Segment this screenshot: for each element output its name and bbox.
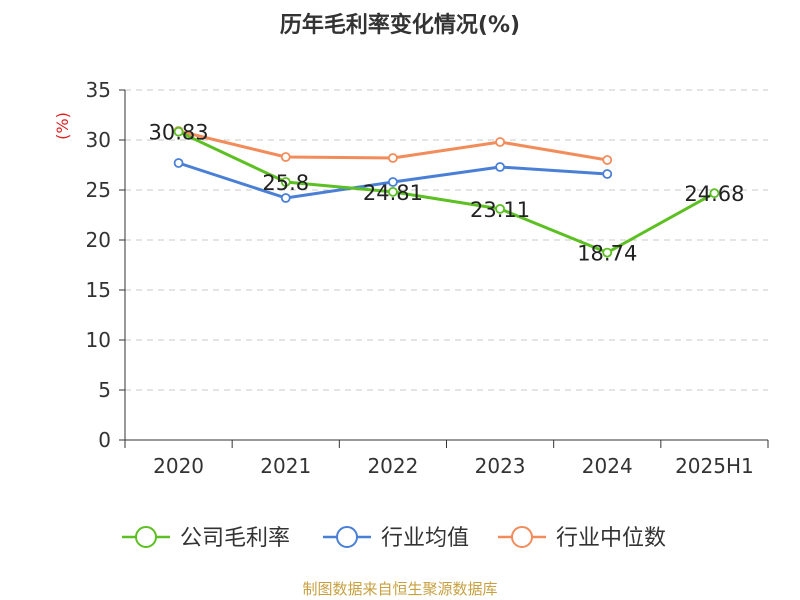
legend: 公司毛利率 行业均值 行业中位数 [122,526,666,551]
x-tick-label: 2021 [260,454,311,478]
data-label: 18.74 [577,242,637,266]
legend-swatch-marker [336,526,358,548]
data-point [495,162,505,172]
data-label: 25.8 [262,171,309,195]
legend-swatch-marker [511,526,533,548]
chart-title: 历年毛利率变化情况(%) [280,12,520,38]
axes: 0 5 10 15 20 25 30 35 2020 2021 2022 2023 2024 2025H1 [86,78,769,478]
x-tick-label: 2022 [367,454,418,478]
y-tick-label: 0 [98,428,111,452]
y-tick-label: 25 [86,178,111,202]
data-point [602,155,613,165]
data-point [709,188,720,199]
data-point [602,169,613,179]
data-point [495,137,505,147]
data-point [602,247,613,258]
series-layer [173,126,720,258]
y-axis-unit: (%) [53,112,72,140]
data-label: 24.81 [363,181,423,205]
x-tick-label: 2025H1 [675,454,754,478]
series-line [177,130,716,255]
y-tick-label: 20 [86,228,111,252]
grid-lines [125,89,768,391]
y-tick-label: 10 [86,328,111,352]
data-point [388,153,398,163]
data-point [495,203,505,214]
data-point [388,186,398,197]
x-tick-label: 2023 [475,454,526,478]
legend-swatch-marker [135,526,157,548]
data-point [173,158,184,168]
x-tick-label: 2024 [582,454,633,478]
data-labels: 30.83 25.8 24.81 23.11 18.74 24.68 [149,121,745,266]
y-tick-label: 15 [86,278,111,302]
x-tick-label: 2020 [153,454,204,478]
legend-label: 行业中位数 [556,526,666,551]
data-label: 24.68 [684,182,744,206]
y-tick-label: 30 [86,128,111,152]
legend-label: 行业均值 [381,526,469,551]
source-note: 制图数据来自恒生聚源数据库 [302,580,497,598]
legend-label: 公司毛利率 [180,526,290,551]
data-point [173,126,184,137]
y-tick-label: 35 [86,78,111,102]
data-label: 23.11 [470,198,530,222]
data-point [280,152,291,162]
data-point [280,177,291,187]
y-tick-label: 5 [98,378,111,402]
data-point [388,177,398,187]
data-point [280,193,291,203]
data-label: 30.83 [149,121,209,145]
